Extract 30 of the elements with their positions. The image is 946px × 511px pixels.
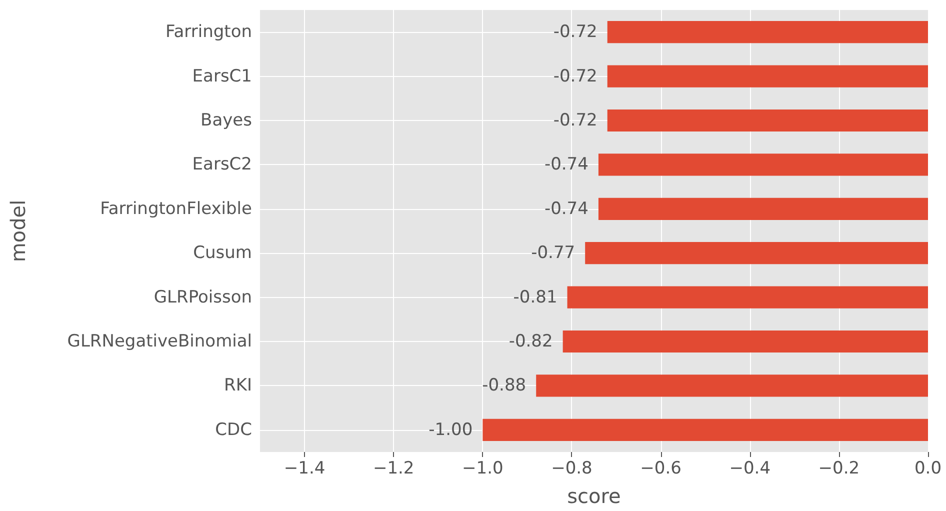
y-tick-label: FarringtonFlexible <box>100 198 252 219</box>
x-tick-label: 0.0 <box>914 458 942 478</box>
y-tick-label: GLRPoisson <box>154 287 252 308</box>
y-axis-title: model <box>6 200 30 262</box>
data-label: -0.72 <box>553 22 598 42</box>
y-tick-label: Farrington <box>166 22 252 42</box>
data-label: -0.81 <box>513 287 558 308</box>
y-tick-label: CDC <box>215 420 252 440</box>
y-tick-label: EarsC2 <box>192 154 252 175</box>
data-label: -0.88 <box>482 376 526 396</box>
x-tick-label: −0.2 <box>818 458 860 478</box>
data-label: -0.72 <box>553 110 598 130</box>
x-tick-label: −0.4 <box>729 458 771 478</box>
x-tick-label: −1.0 <box>462 458 504 478</box>
x-tick-label: −1.2 <box>372 458 414 478</box>
data-label: -0.74 <box>544 198 588 219</box>
x-tick-label: −1.4 <box>284 458 326 478</box>
x-tick-label: −0.8 <box>551 458 592 478</box>
data-label: -1.00 <box>428 420 473 440</box>
y-tick-label: Bayes <box>200 110 252 130</box>
y-tick-label: GLRNegativeBinomial <box>67 332 252 352</box>
y-tick-label: RKI <box>224 376 252 396</box>
y-tick-label: Cusum <box>193 243 252 264</box>
data-label: -0.77 <box>531 243 576 264</box>
x-axis-title: score <box>567 484 621 508</box>
data-label: -0.74 <box>544 154 588 175</box>
data-label: -0.82 <box>508 332 553 352</box>
x-tick-label: −0.6 <box>640 458 682 478</box>
y-tick-label: EarsC1 <box>192 66 252 86</box>
data-label: -0.72 <box>553 66 598 86</box>
